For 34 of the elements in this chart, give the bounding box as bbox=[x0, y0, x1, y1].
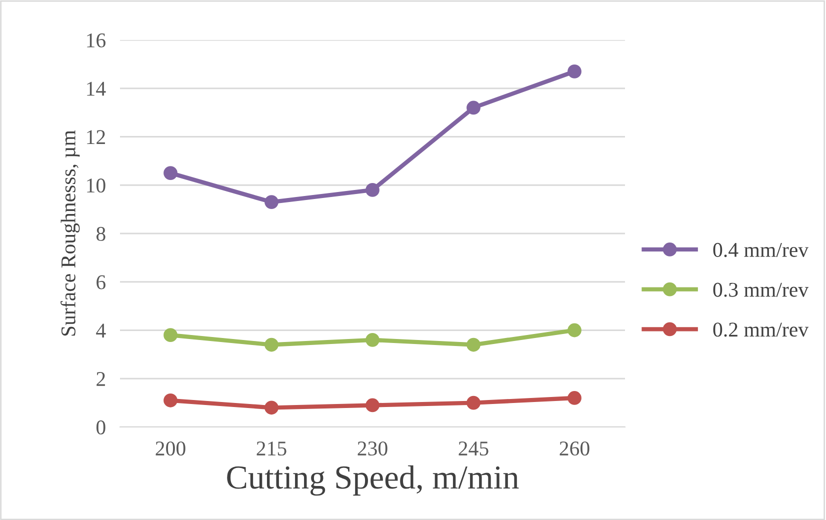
point bbox=[264, 195, 278, 209]
point bbox=[466, 100, 480, 115]
y-axis-title: Surface Roughnesss, µm bbox=[60, 130, 80, 336]
point bbox=[366, 183, 380, 197]
point bbox=[568, 64, 582, 78]
y-tick-label: 2 bbox=[96, 372, 105, 386]
legend-label: 0.4 mm/rev bbox=[713, 242, 809, 258]
point bbox=[568, 391, 582, 405]
y-tick-label: 12 bbox=[87, 130, 105, 144]
y-tick-label: 4 bbox=[96, 324, 106, 338]
x-axis-title: Cutting Speed, m/min bbox=[227, 465, 519, 496]
legend-label: 0.2 mm/rev bbox=[713, 322, 809, 337]
x-tick-label: 260 bbox=[560, 441, 590, 456]
y-tick-label: 0 bbox=[96, 420, 106, 434]
y-tick-label: 6 bbox=[96, 275, 106, 290]
x-tick-label: 200 bbox=[156, 441, 186, 456]
legend-label: 0.3 mm/rev bbox=[713, 282, 809, 297]
y-tick-label: 10 bbox=[87, 178, 106, 193]
x-tick-label: 230 bbox=[358, 441, 388, 456]
point bbox=[264, 400, 278, 415]
x-tick-label: 215 bbox=[256, 442, 286, 456]
point bbox=[164, 328, 178, 342]
y-tick-label: 8 bbox=[96, 226, 106, 241]
y-tick-label: 16 bbox=[87, 33, 106, 48]
x-tick-label: 245 bbox=[458, 442, 488, 456]
point bbox=[466, 396, 480, 410]
point bbox=[164, 393, 178, 408]
point bbox=[366, 332, 380, 347]
y-tick-label: 14 bbox=[87, 82, 106, 96]
point bbox=[264, 338, 278, 352]
point bbox=[366, 398, 380, 412]
point bbox=[164, 166, 178, 180]
point bbox=[568, 323, 582, 338]
point bbox=[466, 338, 480, 352]
